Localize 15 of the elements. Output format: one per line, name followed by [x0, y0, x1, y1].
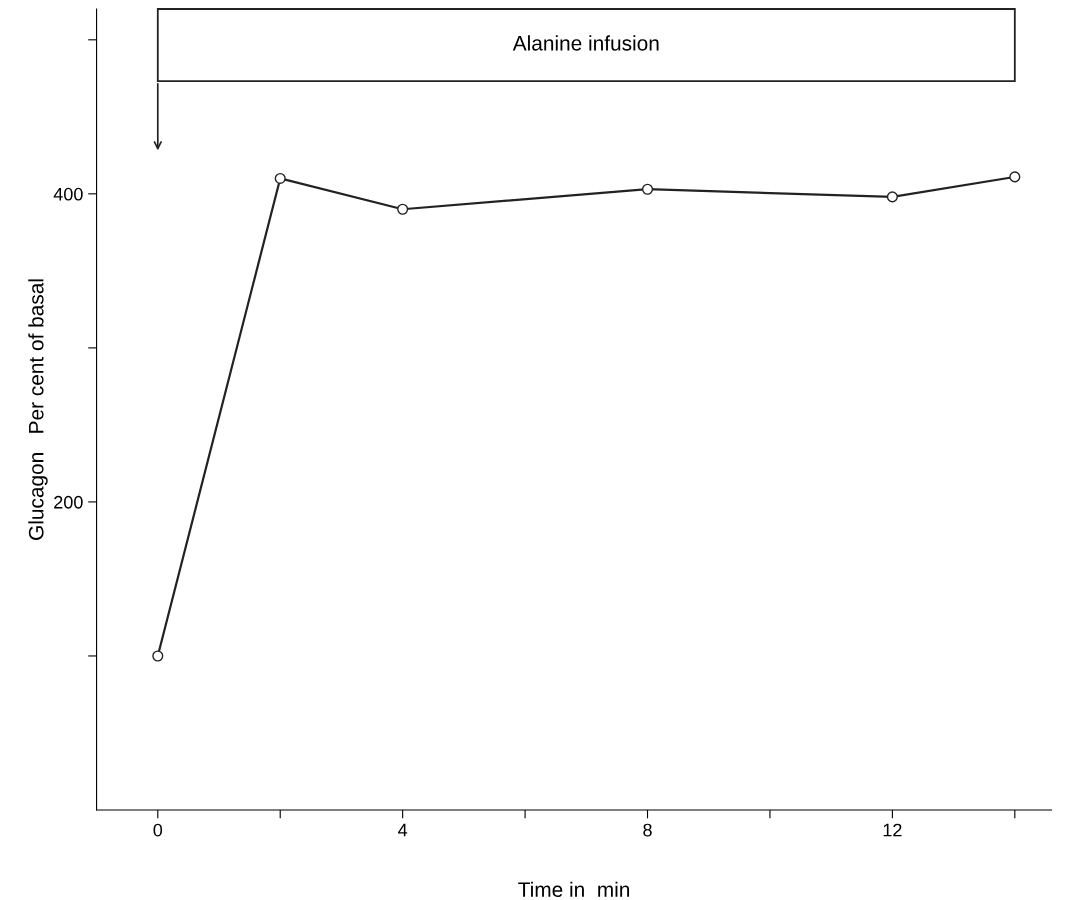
point [641, 183, 654, 195]
x-axis-title: Time in min [518, 881, 630, 897]
x-tick-label: 8 [643, 823, 652, 837]
y-axis-title: Glucagon Per cent of basal [28, 279, 48, 540]
band-label: Alanine infusion [512, 35, 659, 51]
x-tick-label: 0 [153, 823, 163, 837]
y-tick-label: 400 [53, 187, 83, 201]
point [274, 172, 286, 184]
x-tick-label: 12 [883, 823, 902, 837]
point [152, 650, 164, 662]
point [1009, 171, 1021, 183]
point [397, 203, 409, 215]
y-tick-label: 200 [54, 495, 83, 509]
point [886, 191, 898, 203]
x-tick-label: 4 [398, 823, 408, 837]
